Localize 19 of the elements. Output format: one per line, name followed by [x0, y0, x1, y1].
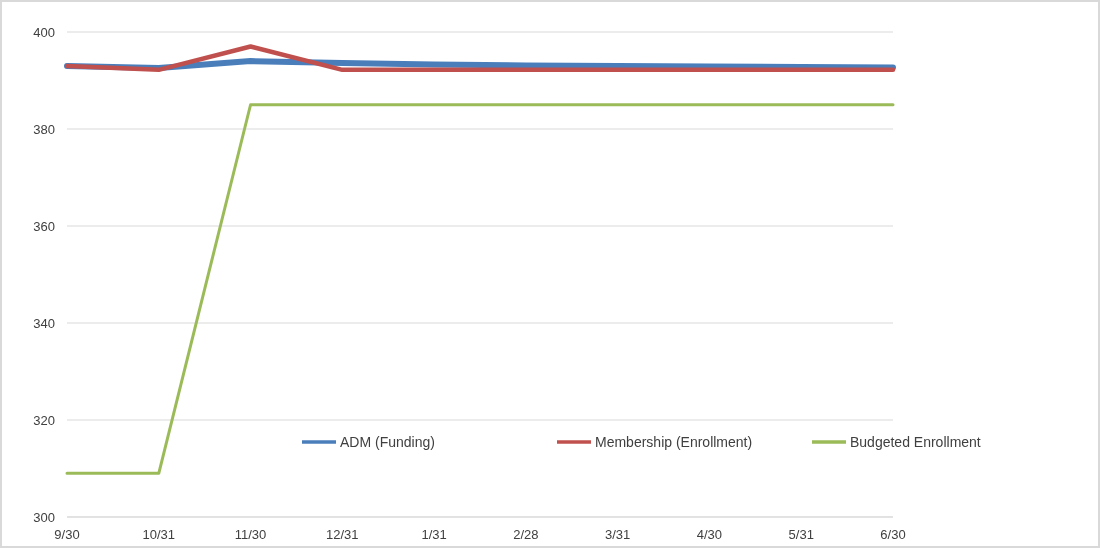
x-tick-label: 11/30	[234, 527, 267, 542]
x-tick-label: 12/31	[326, 527, 359, 542]
legend-label: Membership (Enrollment)	[595, 433, 753, 450]
x-tick-label: 10/31	[142, 527, 176, 542]
x-tick-label: 3/31	[605, 527, 631, 542]
x-tick-label: 2/28	[513, 527, 539, 542]
y-tick-label: 400	[33, 24, 55, 40]
legend-label: ADM (Funding)	[340, 433, 435, 450]
x-tick-label: 1/31	[421, 527, 447, 542]
y-tick-label: 320	[33, 412, 55, 428]
x-tick-label: 5/31	[788, 527, 814, 542]
y-tick-label: 360	[33, 218, 55, 234]
x-tick-label: 6/30	[880, 527, 906, 542]
legend-label: Budgeted Enrollment	[850, 433, 981, 450]
y-tick-label: 300	[33, 509, 55, 525]
x-tick-label: 4/30	[696, 527, 723, 542]
y-tick-label: 380	[33, 121, 55, 137]
x-tick-label: 9/30	[54, 527, 80, 542]
y-tick-label: 340	[33, 315, 55, 331]
